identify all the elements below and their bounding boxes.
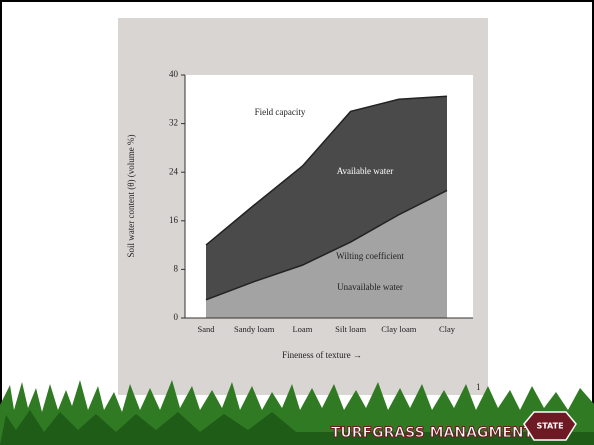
- x-tick-label: Silt loam: [335, 324, 366, 334]
- x-tick-label: Clay: [439, 324, 456, 334]
- annotation: Available water: [337, 166, 394, 176]
- x-tick-label: Loam: [292, 324, 312, 334]
- y-axis-label: Soil water content (θ) (volume %): [126, 134, 136, 257]
- logo-text: STATE: [536, 422, 563, 431]
- y-tick-label: 40: [169, 69, 179, 79]
- series-label: Wilting coefficient: [336, 251, 404, 261]
- page-number: 1: [476, 382, 481, 392]
- footer-text: TURFGRASS MANAGMENT: [331, 425, 534, 441]
- y-tick-label: 24: [169, 166, 179, 176]
- slide: Soil water content (θ) (volume %) Finene…: [0, 0, 594, 445]
- x-tick-label: Sandy loam: [234, 324, 275, 334]
- page: {"chart_data": {"type": "area", "y_label…: [0, 0, 594, 445]
- series-label: Field capacity: [255, 107, 306, 117]
- annotation: Unavailable water: [337, 282, 403, 292]
- y-tick-label: 0: [174, 312, 179, 322]
- x-tick-label: Sand: [198, 324, 216, 334]
- x-axis-label: Fineness of texture →: [282, 350, 362, 360]
- x-tick-label: Clay loam: [381, 324, 417, 334]
- y-tick-label: 32: [169, 118, 178, 128]
- y-tick-label: 16: [169, 215, 179, 225]
- y-tick-label: 8: [174, 263, 179, 273]
